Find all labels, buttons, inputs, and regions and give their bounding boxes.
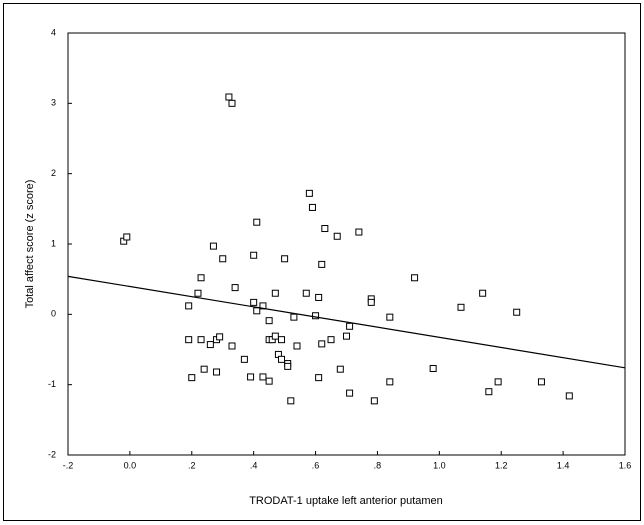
- point: [250, 298, 258, 306]
- point: [513, 308, 521, 316]
- point: [231, 284, 239, 292]
- point: [213, 368, 221, 376]
- point: [537, 378, 545, 386]
- point: [327, 336, 335, 344]
- point: [318, 260, 326, 268]
- y-tick-label: 2: [51, 168, 56, 178]
- point: [321, 225, 329, 233]
- point: [265, 377, 273, 385]
- point: [247, 373, 255, 381]
- point: [343, 332, 350, 340]
- x-tick-label: .2: [188, 460, 196, 470]
- point: [318, 340, 326, 348]
- point: [240, 355, 248, 363]
- point: [281, 255, 289, 263]
- point: [367, 298, 375, 306]
- point: [411, 274, 419, 282]
- point: [315, 374, 323, 382]
- point: [265, 317, 273, 325]
- point: [209, 242, 217, 250]
- point: [123, 233, 131, 241]
- point: [565, 392, 573, 400]
- y-tick-label: 0: [51, 309, 56, 319]
- y-axis-label: Total affect score (z score): [24, 180, 36, 309]
- point: [250, 251, 258, 259]
- point: [457, 303, 465, 311]
- y-tick-label: -2: [48, 449, 56, 459]
- point: [206, 341, 214, 349]
- point: [308, 203, 316, 211]
- point: [271, 289, 279, 297]
- point: [287, 397, 295, 405]
- y-tick-label: 3: [51, 98, 56, 108]
- point: [312, 312, 320, 320]
- y-tick-label: 4: [51, 27, 56, 37]
- y-tick-label: 1: [51, 238, 56, 248]
- point: [278, 355, 286, 363]
- point: [370, 397, 378, 405]
- fit-line: [67, 275, 626, 369]
- point: [333, 232, 341, 240]
- x-tick-label: .6: [312, 460, 320, 470]
- point: [479, 289, 487, 297]
- point: [259, 373, 267, 381]
- point: [219, 255, 227, 263]
- point: [278, 336, 286, 344]
- point: [188, 374, 196, 382]
- point: [386, 378, 394, 386]
- point: [355, 228, 363, 236]
- point: [228, 342, 236, 350]
- point: [271, 332, 279, 340]
- point: [200, 365, 208, 373]
- x-tick-label: .8: [374, 460, 382, 470]
- x-tick-label: 1.4: [557, 460, 570, 470]
- point: [290, 313, 298, 321]
- point: [305, 189, 313, 197]
- point: [293, 342, 301, 350]
- point: [284, 362, 292, 370]
- point: [346, 389, 354, 397]
- x-axis-label: TRODAT-1 uptake left anterior putamen: [249, 495, 443, 507]
- point: [336, 365, 344, 373]
- x-tick-label: 1.2: [495, 460, 508, 470]
- point: [194, 289, 202, 297]
- point: [485, 388, 493, 396]
- x-tick-label: -.2: [63, 460, 74, 470]
- x-tick-label: 0.0: [124, 460, 137, 470]
- point: [429, 364, 437, 372]
- point: [253, 218, 261, 226]
- point: [302, 289, 310, 297]
- point: [197, 274, 205, 282]
- x-tick-label: 1.6: [619, 460, 632, 470]
- point: [494, 378, 502, 386]
- point: [216, 333, 224, 341]
- y-tick-label: -1: [48, 379, 56, 389]
- point: [197, 336, 205, 344]
- point: [225, 93, 233, 101]
- point: [315, 293, 323, 301]
- point: [228, 99, 236, 107]
- point: [253, 307, 261, 315]
- point: [386, 313, 394, 321]
- frame: [3, 3, 641, 521]
- point: [346, 322, 354, 330]
- x-tick-label: 1.0: [433, 460, 446, 470]
- point: [185, 336, 193, 344]
- x-tick-label: .4: [250, 460, 258, 470]
- point: [185, 302, 193, 310]
